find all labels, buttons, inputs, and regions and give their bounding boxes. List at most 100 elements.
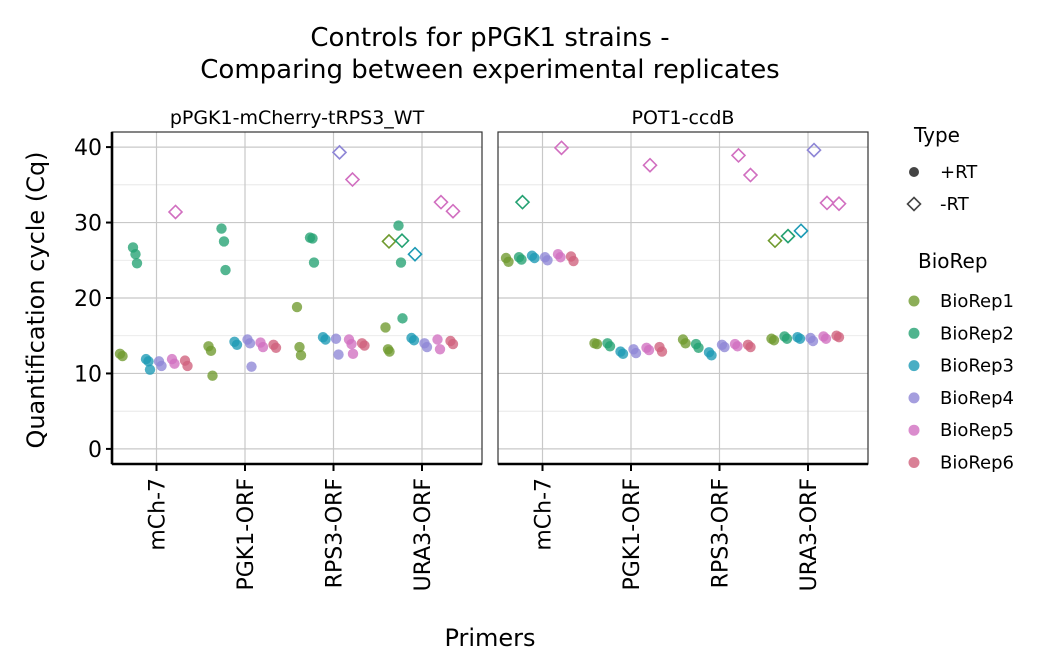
data-point-rt [643,344,655,356]
facet-panel-2: POT1-ccdB mCh-7 PGK1-ORF RPS3-ORF URA3-ORF [497,107,869,591]
data-point-rt [693,342,704,353]
data-point-rt [294,341,305,353]
y-tick-label: 0 [88,438,102,463]
data-point-rt [395,257,407,268]
facet-panels: pPGK1-mCherry-tRPS3_WT 0 10 20 30 40 mCh-7 PGK1… [74,107,869,591]
data-point-rt [347,348,359,360]
data-point-rt [503,256,514,267]
data-point-rt [529,252,540,264]
x-tick-label: URA3-ORF [411,478,436,591]
series-BioRep2 [513,194,796,353]
y-axis-label-group: Quantification cycle (Cq) [22,151,50,448]
chart-title-line-2: Comparing between experimental replicate… [200,55,779,85]
x-tick-label: mCh-7 [532,478,557,551]
legend-key-filled-circle [909,167,919,177]
legend-key-BioRep6 [908,457,920,468]
legend-key-BioRep1 [908,295,920,307]
data-point-rt [794,333,806,344]
facet-panel-1: pPGK1-mCherry-tRPS3_WT 0 10 20 30 40 mCh-7 PGK1… [74,107,483,591]
data-point-rt [680,338,691,349]
x-tick-label: PGK1-ORF [234,478,259,591]
legend-key-BioRep3 [908,360,920,372]
data-point-nort [445,203,461,219]
data-point-rt [820,333,832,344]
data-point-rt [346,338,357,350]
data-point-nort [767,233,783,249]
legend-type-title: Type [913,123,960,147]
facet-label: pPGK1-mCherry-tRPS3_WT [170,107,425,129]
legend-key-BioRep5 [908,424,920,436]
data-point-rt [516,254,527,265]
data-point-rt [630,347,642,359]
data-point-rt [143,356,154,367]
legend-key-BioRep4 [908,392,920,404]
legend-biorep-title: BioRep [918,249,988,273]
legend-biorep-label: BioRep1 [940,291,1014,312]
data-point-rt [781,333,793,344]
series-BioRep6 [565,251,845,357]
y-tick-label: 10 [74,362,102,387]
data-point-rt [807,335,819,347]
data-point-nort [167,204,184,220]
data-point-rt [144,364,156,375]
data-point-nort [806,142,822,158]
y-tick-label: 20 [74,287,102,312]
data-point-rt [656,346,668,357]
legend-type-label: +RT [940,162,978,183]
data-point-rt [244,338,256,349]
y-tick-label: 40 [74,136,102,161]
data-point-nort [344,171,361,188]
data-point-nort [831,196,847,212]
data-point-rt [604,341,616,352]
x-tick-label: mCh-7 [146,478,171,551]
data-point-rt [231,339,243,350]
series-BioRep1 [500,233,783,350]
series-BioRep4 [539,142,822,359]
data-point-rt [218,236,230,247]
data-point-rt [207,370,218,381]
facet-label: POT1-ccdB [632,107,735,129]
chart-title-line-1: Controls for pPGK1 strains - [310,23,669,53]
data-point-rt [216,223,227,234]
data-point-rt [434,344,446,355]
data-point-rt [833,332,845,343]
data-point-nort [407,246,423,262]
data-point-rt [308,257,320,268]
x-axis-label: Primers [444,624,535,652]
data-point-rt [359,340,370,351]
data-point-rt [745,341,756,353]
data-point-nort [819,195,835,211]
series-BioRep6 [179,335,459,372]
legend-biorep-label: BioRep5 [940,420,1014,441]
data-point-rt [330,333,342,344]
data-point-rt [617,348,629,360]
data-point-rt [732,341,743,352]
data-point-nort [780,228,796,244]
data-point-nort [553,140,570,156]
data-point-rt [333,349,344,360]
series-BioRep3 [140,246,423,375]
legend-type-label: -RT [940,194,970,215]
data-point-rt [246,361,257,372]
chart-title: Controls for pPGK1 strains -Comparing be… [200,23,779,85]
data-point-rt [768,335,780,346]
data-point-nort [394,233,410,249]
data-point-rt [270,342,282,353]
data-point-nort [514,194,531,210]
data-point-rt [169,358,180,369]
legend-biorep-label: BioRep2 [940,323,1014,344]
data-point-rt [393,220,404,231]
data-point-rt [291,301,303,313]
x-tick-label: URA3-ORF [797,478,822,591]
legend-biorep-label: BioRep4 [940,388,1014,409]
data-point-rt [568,255,579,267]
series-BioRep1 [114,233,397,381]
data-point-rt [719,341,730,353]
data-point-rt [156,360,167,372]
data-point-rt [384,346,395,357]
data-point-nort [331,144,348,161]
y-axis-label: Quantification cycle (Cq) [22,151,50,448]
data-point-rt [257,341,269,353]
x-tick-label: RPS3-ORF [323,478,348,588]
